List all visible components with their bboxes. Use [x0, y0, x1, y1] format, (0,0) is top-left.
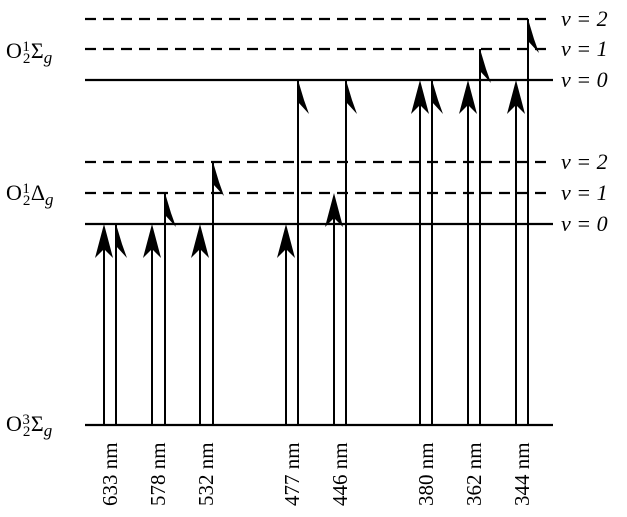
state-label-ground: O23Σg [6, 411, 52, 440]
transition-362 [459, 49, 491, 425]
transition-446 [325, 80, 357, 425]
vib-label-sigma-v1: v = 1 [561, 36, 608, 61]
transition-380 [411, 80, 443, 425]
transition-633 [95, 224, 127, 425]
vib-label-sigma-v0: v = 0 [561, 67, 608, 92]
wavelength-label-633: 633 nm [98, 442, 122, 506]
transition-532 [191, 162, 224, 425]
state-label-sigma: O21Σg [6, 38, 52, 67]
wavelength-label-446: 446 nm [328, 442, 352, 506]
state-label-delta: O21Δg [6, 180, 54, 209]
vib-label-delta-v1: v = 1 [561, 180, 608, 205]
vib-label-sigma-v2: v = 2 [561, 6, 608, 31]
wavelength-label-578: 578 nm [146, 442, 170, 506]
wavelength-label-532: 532 nm [194, 442, 218, 506]
vib-label-delta-v2: v = 2 [561, 149, 608, 174]
transition-578 [143, 193, 176, 425]
wavelength-label-362: 362 nm [462, 442, 486, 506]
transition-477 [277, 80, 309, 425]
wavelength-label-344: 344 nm [510, 442, 534, 506]
wavelength-label-477: 477 nm [280, 442, 304, 506]
transition-344 [507, 19, 539, 425]
vib-label-delta-v0: v = 0 [561, 211, 608, 236]
wavelength-label-380: 380 nm [414, 442, 438, 506]
